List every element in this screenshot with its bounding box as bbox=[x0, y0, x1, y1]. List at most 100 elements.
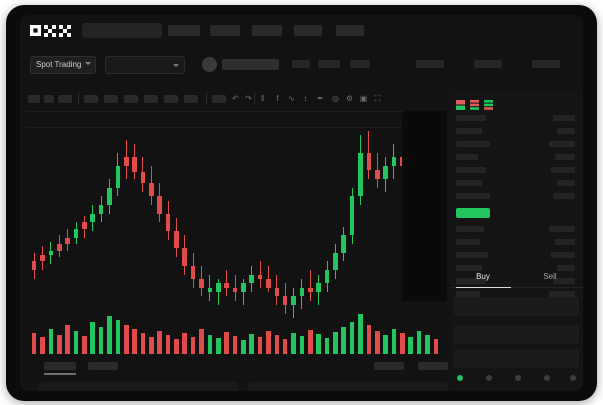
candle-body bbox=[207, 287, 213, 292]
order-book-ask-row[interactable] bbox=[456, 128, 482, 134]
tab-sell[interactable]: Sell bbox=[543, 272, 557, 281]
order-book-bid-row[interactable] bbox=[456, 278, 486, 284]
order-book-ask-size bbox=[553, 193, 575, 199]
candle-body bbox=[299, 287, 305, 297]
volume-bar bbox=[391, 329, 397, 354]
volume-bar bbox=[374, 331, 380, 354]
tab-buy[interactable]: Buy bbox=[476, 272, 490, 281]
tool-timeframe-3[interactable] bbox=[58, 95, 72, 103]
candle-body bbox=[232, 287, 238, 292]
order-book-ask-size bbox=[557, 128, 575, 134]
order-book-ask-row[interactable] bbox=[456, 180, 482, 186]
volume-bar bbox=[266, 331, 271, 354]
order-book-bid-row[interactable] bbox=[456, 239, 480, 245]
tool-timeframe-5[interactable] bbox=[104, 95, 118, 103]
stat-low bbox=[474, 60, 502, 68]
tab-trade-history[interactable] bbox=[374, 362, 404, 370]
nav-item-2[interactable] bbox=[210, 25, 240, 36]
undo-icon[interactable]: ↶ bbox=[232, 94, 239, 103]
candle-body bbox=[274, 287, 280, 297]
order-book-ask-row[interactable] bbox=[456, 193, 490, 199]
total-field[interactable] bbox=[454, 349, 579, 368]
tab-assets[interactable] bbox=[418, 362, 448, 370]
camera-icon[interactable]: ▣ bbox=[359, 94, 368, 103]
tool-timeframe-8[interactable] bbox=[164, 95, 178, 103]
candle-body bbox=[157, 196, 162, 214]
stat-last-price bbox=[292, 60, 310, 68]
candle-body bbox=[324, 270, 330, 284]
tool-timeframe-9[interactable] bbox=[184, 95, 198, 103]
okx-logo[interactable] bbox=[30, 24, 74, 38]
tool-timeframe-7[interactable] bbox=[144, 95, 158, 103]
candle-type-icon[interactable]: ‖ bbox=[260, 94, 265, 103]
book-bids-icon[interactable] bbox=[470, 97, 479, 110]
tab-open-orders[interactable] bbox=[44, 362, 76, 370]
slider-dot-0[interactable] bbox=[457, 375, 463, 381]
candle-body bbox=[82, 222, 87, 229]
volume-bar bbox=[358, 314, 363, 354]
candle-body bbox=[48, 250, 54, 255]
amount-field[interactable] bbox=[454, 325, 579, 344]
candle-body bbox=[190, 265, 196, 279]
device-frame: Spot Trading bbox=[6, 5, 597, 401]
trading-pair-select[interactable] bbox=[105, 56, 185, 74]
measure-icon[interactable]: ↕ bbox=[303, 94, 308, 103]
price-field[interactable] bbox=[454, 297, 579, 316]
spread-price-highlight bbox=[456, 208, 490, 218]
slider-dot-4[interactable] bbox=[570, 375, 576, 381]
fullscreen-icon[interactable]: ⛶ bbox=[374, 94, 381, 103]
volume-bar bbox=[349, 321, 355, 354]
tool-timeframe-4[interactable] bbox=[84, 95, 98, 103]
order-book-ask-row[interactable] bbox=[456, 167, 486, 173]
order-book-ask-row[interactable] bbox=[456, 154, 478, 160]
volume-bar bbox=[257, 336, 263, 354]
tool-timeframe-6[interactable] bbox=[124, 95, 138, 103]
tool-timeframe-1[interactable] bbox=[28, 95, 40, 103]
tool-indicator-label[interactable] bbox=[212, 95, 226, 103]
volume-bar bbox=[132, 329, 137, 354]
volume-bar bbox=[90, 321, 96, 354]
order-book-bid-row[interactable] bbox=[456, 291, 480, 297]
order-book-bid-row[interactable] bbox=[456, 252, 488, 258]
line-tool-icon[interactable]: ∿ bbox=[288, 94, 295, 103]
order-form-tabs: Buy Sell bbox=[450, 267, 583, 289]
settings-icon[interactable]: ⚙ bbox=[345, 94, 354, 103]
order-book-panel[interactable] bbox=[450, 91, 583, 391]
summary-card-left[interactable] bbox=[38, 382, 238, 391]
market-type-select[interactable]: Spot Trading bbox=[30, 56, 96, 74]
indicator-icon[interactable]: f bbox=[276, 94, 279, 103]
volume-bar bbox=[291, 333, 296, 354]
candle-body bbox=[199, 278, 204, 288]
order-book-ask-row[interactable] bbox=[456, 115, 486, 121]
amount-slider[interactable] bbox=[454, 373, 579, 383]
order-book-ask-size bbox=[553, 115, 575, 121]
nav-item-1[interactable] bbox=[168, 25, 200, 36]
magnet-icon[interactable]: ◎ bbox=[332, 94, 339, 103]
search-input[interactable] bbox=[82, 23, 162, 38]
active-tab-indicator bbox=[44, 373, 76, 375]
stat-volume bbox=[416, 60, 444, 68]
book-asks-icon[interactable] bbox=[484, 97, 493, 110]
nav-item-5[interactable] bbox=[336, 25, 364, 36]
redo-icon[interactable]: ↷ bbox=[245, 94, 252, 103]
order-book-bid-row[interactable] bbox=[456, 265, 482, 271]
slider-dot-2[interactable] bbox=[515, 375, 521, 381]
order-book-bid-row[interactable] bbox=[456, 226, 484, 232]
panel-shadow-overlay bbox=[402, 111, 447, 301]
candle-body bbox=[257, 274, 263, 279]
book-both-icon[interactable] bbox=[456, 97, 465, 110]
summary-card-right[interactable] bbox=[248, 382, 448, 391]
slider-dot-3[interactable] bbox=[544, 375, 550, 381]
nav-item-3[interactable] bbox=[252, 25, 282, 36]
candle-wick bbox=[217, 278, 219, 305]
draw-icon[interactable]: ✒ bbox=[317, 94, 324, 103]
tool-timeframe-2[interactable] bbox=[44, 95, 54, 103]
nav-item-4[interactable] bbox=[294, 25, 322, 36]
tab-order-history[interactable] bbox=[88, 362, 118, 370]
price-chart[interactable] bbox=[26, 110, 447, 365]
volume-bar bbox=[408, 336, 413, 354]
volume-bar bbox=[199, 329, 204, 354]
order-book-ask-row[interactable] bbox=[456, 141, 490, 147]
slider-dot-1[interactable] bbox=[486, 375, 492, 381]
